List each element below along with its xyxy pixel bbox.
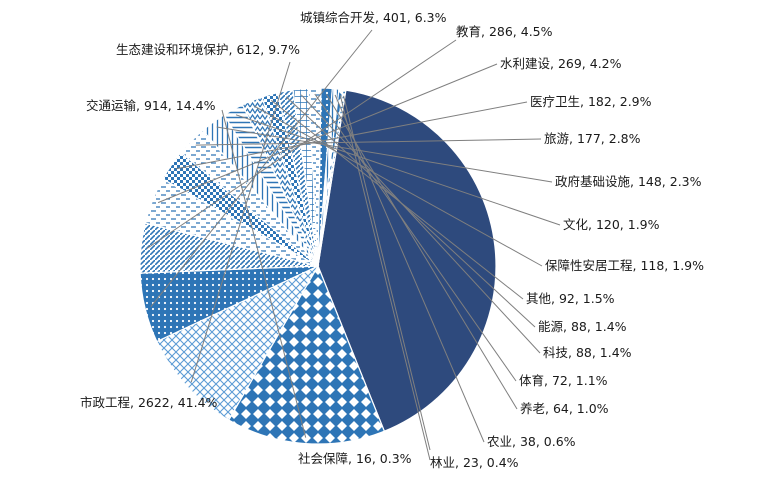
leader-line-13 — [300, 94, 541, 354]
data-label-2: 生态建设和环境保护, 612, 9.7% — [116, 42, 300, 57]
leader-line-1 — [221, 109, 307, 438]
data-label-13: 科技, 88, 1.4% — [543, 345, 632, 360]
leader-line-7 — [195, 138, 542, 146]
data-label-11: 其他, 92, 1.5% — [526, 291, 615, 306]
data-label-3: 城镇综合开发, 401, 6.3% — [300, 10, 447, 25]
leader-line-3 — [150, 29, 373, 308]
pie-slice-1 — [227, 264, 386, 445]
data-label-12: 能源, 88, 1.4% — [538, 319, 627, 334]
data-label-10: 保障性安居工程, 118, 1.9% — [545, 258, 704, 273]
data-label-8: 政府基础设施, 148, 2.3% — [555, 174, 702, 189]
leader-line-12 — [285, 96, 536, 328]
data-label-14: 体育, 72, 1.1% — [519, 373, 608, 388]
leader-line-18 — [343, 95, 431, 451]
data-label-17: 林业, 23, 0.4% — [430, 455, 519, 470]
data-label-16: 农业, 38, 0.6% — [487, 434, 576, 449]
data-label-18: 社会保障, 16, 0.3% — [298, 451, 412, 466]
data-label-5: 水利建设, 269, 4.2% — [500, 56, 622, 71]
leader-line-10 — [254, 105, 543, 267]
leader-line-9 — [235, 114, 561, 226]
leader-line-8 — [216, 126, 553, 183]
data-label-0: 市政工程, 2622, 41.4% — [80, 395, 218, 410]
data-label-1: 交通运输, 914, 14.4% — [86, 98, 216, 113]
pie-slice-2 — [156, 264, 320, 421]
data-label-4: 教育, 286, 4.5% — [456, 24, 553, 39]
leader-line-2 — [190, 61, 291, 383]
leader-line-16 — [334, 94, 485, 443]
data-label-15: 养老, 64, 1.0% — [520, 401, 609, 416]
data-label-6: 医疗卫生, 182, 2.9% — [530, 94, 652, 109]
leader-line-14 — [314, 93, 517, 382]
leader-line-5 — [157, 63, 498, 204]
data-label-9: 文化, 120, 1.9% — [563, 217, 660, 232]
pie-slice-18 — [317, 89, 347, 267]
leader-line-15 — [325, 93, 518, 410]
leader-line-17 — [339, 95, 431, 461]
data-label-7: 旅游, 177, 2.8% — [544, 131, 641, 146]
